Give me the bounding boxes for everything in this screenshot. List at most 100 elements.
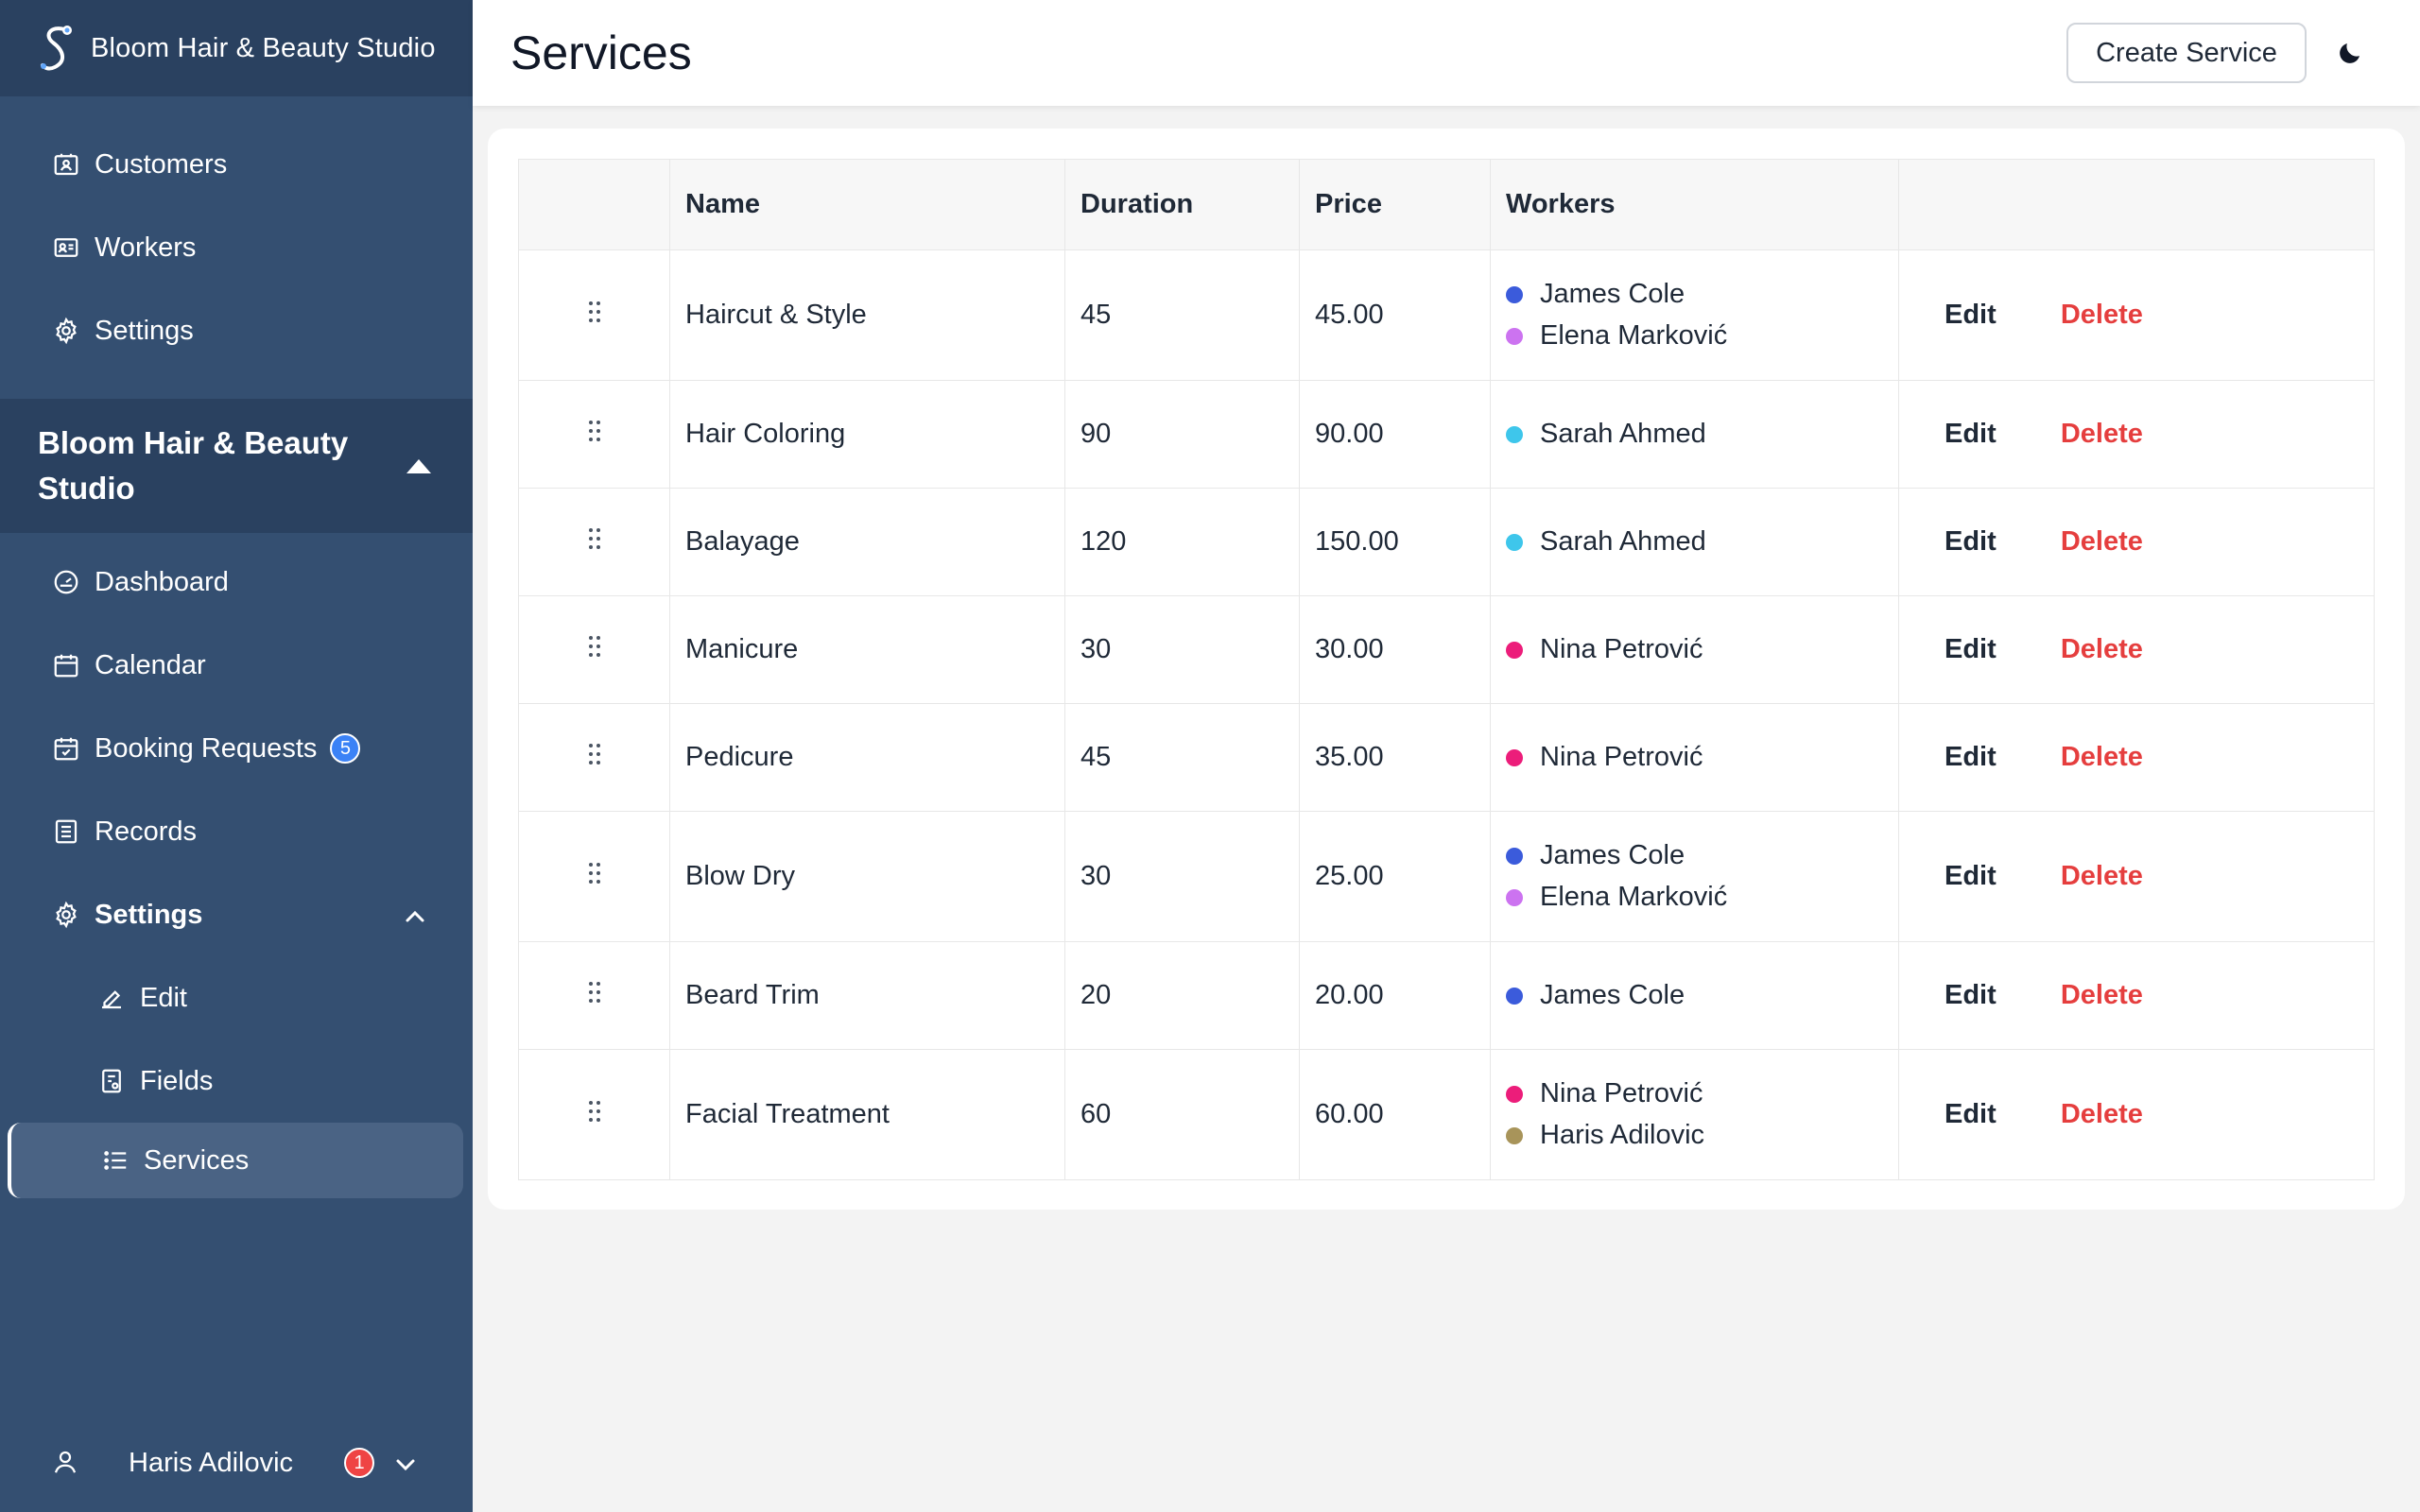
worker-item: Haris Adilovic (1506, 1115, 1898, 1157)
delete-button[interactable]: Delete (2060, 419, 2143, 449)
table-row: Blow Dry 30 25.00 James Cole Elena Marko… (518, 811, 2375, 942)
sidebar-item-label: Settings (95, 315, 194, 346)
table-row: Beard Trim 20 20.00 James Cole Edit Dele… (518, 941, 2375, 1050)
notification-badge[interactable]: 1 (344, 1448, 375, 1478)
contact-card-icon (51, 149, 81, 180)
edit-button[interactable]: Edit (1945, 526, 1996, 557)
worker-color-dot (1506, 327, 1523, 345)
sidebar-item-calendar[interactable]: Calendar (0, 624, 473, 707)
moon-icon[interactable] (2329, 32, 2371, 74)
org-switcher[interactable]: Bloom Hair & Beauty Studio (0, 399, 473, 533)
drag-handle-icon[interactable] (585, 634, 604, 659)
user-menu[interactable]: Haris Adilovic 1 (0, 1414, 473, 1512)
service-workers: Nina Petrović (1490, 595, 1899, 704)
table-row: Haircut & Style 45 45.00 James Cole Elen… (518, 249, 2375, 381)
sidebar-item-booking-requests[interactable]: Booking Requests 5 (0, 707, 473, 790)
worker-color-dot (1506, 847, 1523, 865)
brand-header[interactable]: Bloom Hair & Beauty Studio (0, 0, 473, 96)
table-row: Balayage 120 150.00 Sarah Ahmed Edit Del… (518, 488, 2375, 596)
drag-handle-icon[interactable] (585, 300, 604, 324)
service-name: Balayage (669, 488, 1065, 596)
delete-button[interactable]: Delete (2060, 980, 2143, 1010)
sidebar-item-fields[interactable]: Fields (0, 1040, 473, 1123)
sidebar-item-dashboard[interactable]: Dashboard (0, 541, 473, 624)
delete-button[interactable]: Delete (2060, 526, 2143, 557)
worker-color-dot (1506, 641, 1523, 659)
service-price: 30.00 (1299, 595, 1491, 704)
worker-color-dot (1506, 533, 1523, 551)
worker-color-dot (1506, 285, 1523, 303)
sidebar-item-label: Records (95, 816, 197, 847)
table-body: Haircut & Style 45 45.00 James Cole Elen… (518, 249, 2375, 1180)
column-header-handle (518, 159, 670, 250)
chevron-up-icon (405, 900, 425, 931)
logo-icon (41, 26, 72, 71)
delete-button[interactable]: Delete (2060, 1099, 2143, 1129)
form-icon (96, 1066, 127, 1096)
delete-button[interactable]: Delete (2060, 861, 2143, 891)
sidebar-item-services[interactable]: Services (8, 1123, 463, 1198)
calendar-icon (51, 650, 81, 680)
service-workers: James Cole Elena Marković (1490, 811, 1899, 942)
sidebar-item-settings-top[interactable]: Settings (0, 289, 473, 372)
service-name: Hair Coloring (669, 380, 1065, 489)
sidebar-item-workers[interactable]: Workers (0, 206, 473, 289)
service-name: Pedicure (669, 703, 1065, 812)
sidebar-item-edit[interactable]: Edit (0, 956, 473, 1040)
sidebar-item-customers[interactable]: Customers (0, 123, 473, 206)
delete-button[interactable]: Delete (2060, 300, 2143, 330)
drag-handle-icon[interactable] (585, 419, 604, 443)
service-price: 60.00 (1299, 1049, 1491, 1180)
page-header: Services Create Service (473, 0, 2420, 106)
service-name: Beard Trim (669, 941, 1065, 1050)
sidebar-item-label: Fields (140, 1065, 214, 1096)
service-name: Haircut & Style (669, 249, 1065, 381)
edit-button[interactable]: Edit (1945, 742, 1996, 772)
edit-button[interactable]: Edit (1945, 1099, 1996, 1129)
sidebar-item-label: Dashboard (95, 566, 229, 597)
create-service-button[interactable]: Create Service (2066, 23, 2307, 83)
edit-button[interactable]: Edit (1945, 980, 1996, 1010)
worker-item: Sarah Ahmed (1506, 414, 1898, 455)
sidebar-item-label: Booking Requests (95, 732, 318, 764)
chevron-down-icon[interactable] (395, 1448, 416, 1479)
list-box-icon (51, 816, 81, 847)
delete-button[interactable]: Delete (2060, 742, 2143, 772)
drag-handle-icon[interactable] (585, 526, 604, 551)
worker-name: Nina Petrović (1540, 742, 1703, 772)
service-price: 45.00 (1299, 249, 1491, 381)
service-price: 150.00 (1299, 488, 1491, 596)
worker-item: Elena Marković (1506, 877, 1898, 919)
drag-handle-icon[interactable] (585, 1099, 604, 1124)
gear-icon (51, 900, 81, 930)
worker-color-dot (1506, 425, 1523, 443)
sidebar-item-records[interactable]: Records (0, 790, 473, 873)
edit-button[interactable]: Edit (1945, 634, 1996, 664)
drag-handle-icon[interactable] (585, 742, 604, 766)
delete-button[interactable]: Delete (2060, 634, 2143, 664)
calendar-check-icon (51, 733, 81, 764)
worker-name: James Cole (1540, 840, 1685, 870)
worker-name: Haris Adilovic (1540, 1120, 1705, 1150)
column-header-actions (1898, 159, 2375, 250)
edit-button[interactable]: Edit (1945, 419, 1996, 449)
sidebar-item-label: Services (144, 1144, 250, 1176)
worker-color-dot (1506, 987, 1523, 1005)
worker-name: Sarah Ahmed (1540, 419, 1706, 449)
edit-button[interactable]: Edit (1945, 300, 1996, 330)
sidebar-group-settings[interactable]: Settings (0, 873, 473, 956)
user-icon (51, 1448, 81, 1478)
worker-name: Sarah Ahmed (1540, 526, 1706, 557)
worker-name: Nina Petrović (1540, 1078, 1703, 1108)
worker-name: Elena Marković (1540, 882, 1728, 912)
worker-item: James Cole (1506, 835, 1898, 877)
service-duration: 45 (1064, 249, 1300, 381)
row-actions: Edit Delete (1898, 703, 2375, 812)
brand-name: Bloom Hair & Beauty Studio (91, 32, 436, 63)
list-icon (100, 1145, 130, 1176)
drag-handle-icon[interactable] (585, 980, 604, 1005)
drag-handle-icon[interactable] (585, 861, 604, 885)
sidebar: Bloom Hair & Beauty Studio Customers Wor… (0, 0, 473, 1512)
column-header-duration: Duration (1064, 159, 1300, 250)
edit-button[interactable]: Edit (1945, 861, 1996, 891)
